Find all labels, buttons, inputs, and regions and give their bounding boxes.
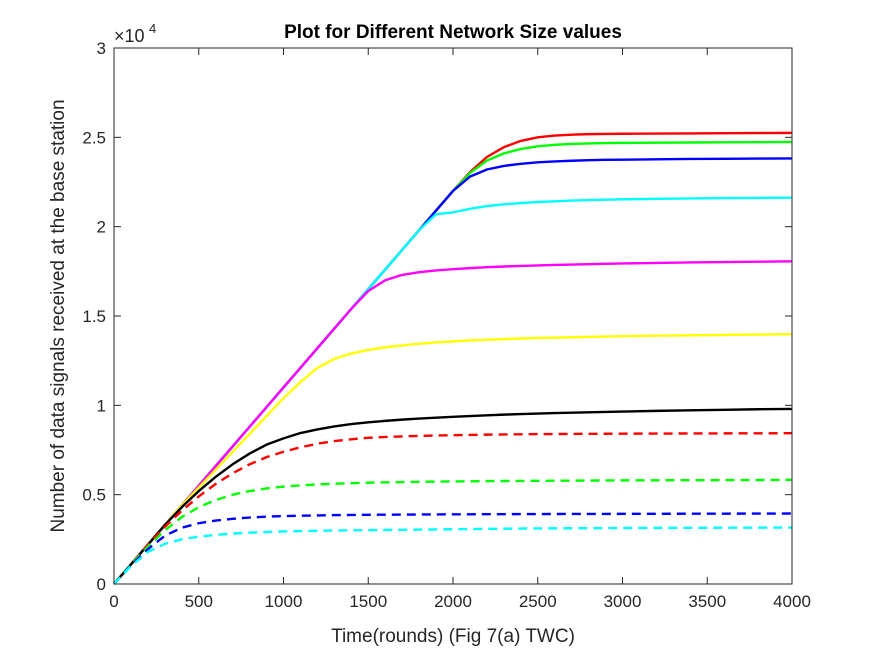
x-tick-label: 4000 xyxy=(773,592,811,611)
x-tick-label: 3000 xyxy=(604,592,642,611)
x-tick-label: 2500 xyxy=(519,592,557,611)
y-exponent-power: 4 xyxy=(149,21,156,36)
x-tick-label: 500 xyxy=(185,592,213,611)
y-tick-label: 0 xyxy=(97,575,106,594)
y-exponent-base: ×10 xyxy=(114,26,145,46)
x-tick-label: 3500 xyxy=(688,592,726,611)
y-tick-label: 2.5 xyxy=(82,128,106,147)
x-tick-label: 2000 xyxy=(434,592,472,611)
series-layer xyxy=(113,131,793,585)
y-tick-label: 1 xyxy=(97,396,106,415)
series-line-9-dashed xyxy=(113,478,793,585)
x-tick-label: 1500 xyxy=(349,592,387,611)
y-tick-label: 3 xyxy=(97,39,106,58)
chart-title: Plot for Different Network Size values xyxy=(284,22,622,43)
y-axis-ticks: 0 0.5 1 1.5 2 2.5 3 xyxy=(82,39,792,594)
x-tick-label: 0 xyxy=(109,592,118,611)
y-exponent-label: ×10 4 xyxy=(114,21,156,46)
series-line-6-solid xyxy=(113,333,793,585)
series-line-8-dashed xyxy=(113,432,793,585)
y-tick-label: 1.5 xyxy=(82,307,106,326)
series-line-7-solid xyxy=(113,407,793,585)
x-axis-label: Time(rounds) (Fig 7(a) TWC) xyxy=(331,626,575,647)
series-line-11-dashed xyxy=(113,526,793,585)
x-tick-label: 1000 xyxy=(265,592,303,611)
y-tick-label: 2 xyxy=(97,218,106,237)
y-axis-label: Number of data signals received at the b… xyxy=(48,99,69,532)
plot-area xyxy=(114,48,792,584)
y-tick-label: 0.5 xyxy=(82,486,106,505)
x-axis-ticks: 0 500 1000 1500 2000 2500 3000 3500 4000 xyxy=(109,48,811,611)
series-line-10-dashed xyxy=(113,512,793,585)
series-line-5-solid xyxy=(113,260,793,585)
